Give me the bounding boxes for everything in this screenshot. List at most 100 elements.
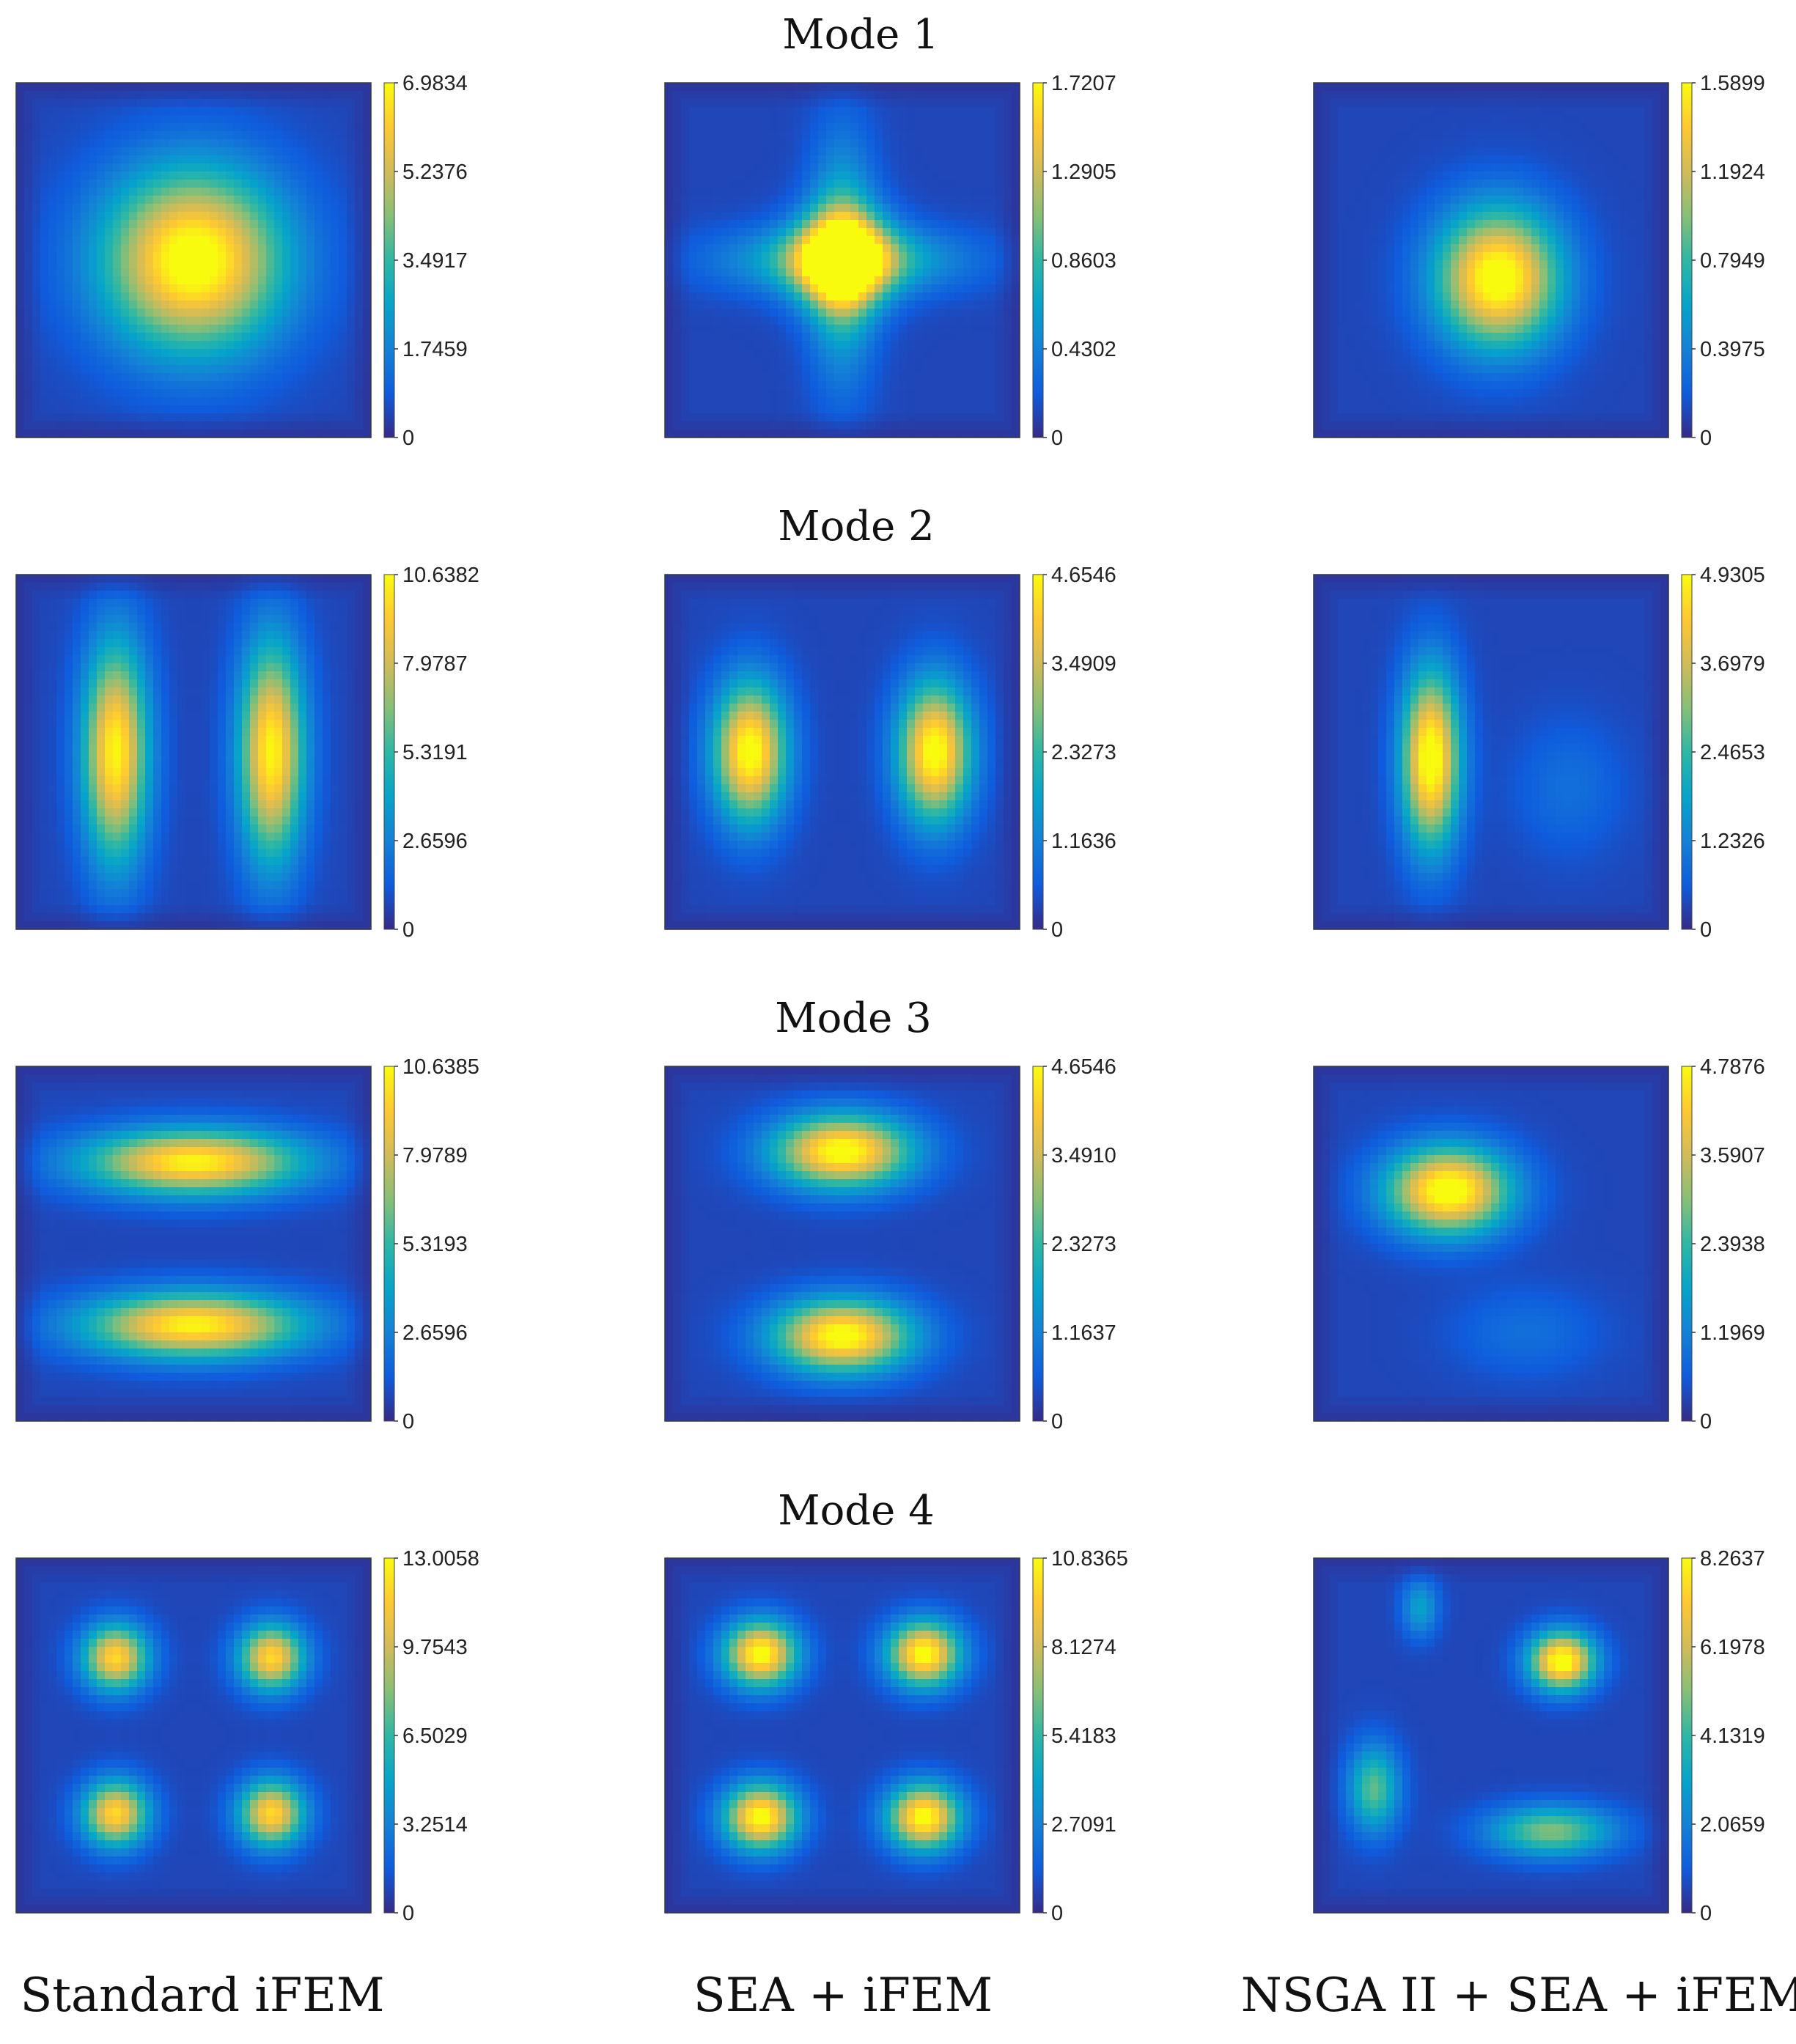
method-label-nsga-sea-ifem: NSGA II + SEA + iFEM xyxy=(1241,1969,1796,2023)
colorbar-tick-label: 5.3191 xyxy=(402,741,468,764)
heatmap-panel: 0 1.2326 2.4653 3.6979 4.9305 xyxy=(1313,564,1765,942)
colorbar-tick-label: 3.2514 xyxy=(402,1813,468,1837)
colorbar-tick-label: 6.1978 xyxy=(1700,1636,1765,1659)
mode-3-title: Mode 3 xyxy=(775,995,931,1042)
heatmap-field xyxy=(665,83,1020,438)
colorbar-tick-label: 10.8365 xyxy=(1051,1547,1128,1571)
colorbar-tick-label: 10.6382 xyxy=(402,564,479,587)
colorbar xyxy=(383,1557,395,1914)
colorbar-tick-label: 2.3938 xyxy=(1700,1233,1765,1256)
colorbar-tick-label: 0 xyxy=(1051,1902,1063,1925)
colorbar-tick-label: 0 xyxy=(1051,918,1063,942)
heatmap-frame xyxy=(1313,574,1669,930)
colorbar-tick-label: 2.0659 xyxy=(1700,1813,1765,1837)
colorbar-tick-label: 3.6979 xyxy=(1700,652,1765,676)
colorbar-tick-label: 0 xyxy=(1700,1410,1712,1434)
colorbar-tick-label: 10.6385 xyxy=(402,1055,479,1079)
heatmap-frame xyxy=(15,574,372,930)
colorbar-tick-label: 0 xyxy=(1700,918,1712,942)
colorbar-tick-label: 5.2376 xyxy=(402,161,468,184)
colorbar-tick-label: 2.6596 xyxy=(402,1321,468,1345)
colorbar xyxy=(1032,1557,1044,1914)
heatmap-frame xyxy=(15,1066,372,1422)
colorbar-tick-label: 1.7459 xyxy=(402,338,468,361)
colorbar-tick-label: 0 xyxy=(402,1410,414,1434)
heatmap-panel: 0 2.6596 5.3191 7.9787 10.6382 xyxy=(15,564,479,942)
colorbar-tick-label: 3.4917 xyxy=(402,249,468,273)
heatmap-field xyxy=(1314,1558,1669,1914)
colorbar-tick-label: 1.7207 xyxy=(1051,72,1116,95)
colorbar-tick-label: 0.4302 xyxy=(1051,338,1116,361)
heatmap-field xyxy=(1314,575,1669,930)
heatmap-field xyxy=(665,1558,1020,1914)
mode-2-title: Mode 2 xyxy=(778,503,934,550)
method-label-standard-ifem: Standard iFEM xyxy=(20,1969,384,2023)
colorbar-tick-label: 1.2326 xyxy=(1700,830,1765,853)
colorbar-tick-label: 4.6546 xyxy=(1051,564,1116,587)
colorbar-tick-label: 9.7543 xyxy=(402,1636,468,1659)
colorbar-tick-label: 0.7949 xyxy=(1700,249,1765,273)
colorbar xyxy=(1032,82,1044,438)
colorbar-tick-label: 4.7876 xyxy=(1700,1055,1765,1079)
colorbar-tick-label: 7.9789 xyxy=(402,1144,468,1167)
heatmap-field xyxy=(1314,1066,1669,1422)
colorbar-tick-label: 7.9787 xyxy=(402,652,468,676)
heatmap-panel: 0 3.2514 6.5029 9.7543 13.0058 xyxy=(15,1547,479,1925)
heatmap-field xyxy=(16,1558,372,1914)
colorbar-tick-label: 1.2905 xyxy=(1051,161,1116,184)
colorbar-tick-label: 13.0058 xyxy=(402,1547,479,1571)
colorbar-tick-label: 0 xyxy=(402,427,414,450)
heatmap-panel: 0 0.4302 0.8603 1.2905 1.7207 xyxy=(664,72,1116,450)
heatmap-frame xyxy=(664,574,1020,930)
colorbar xyxy=(383,1066,395,1422)
colorbar-tick-label: 0.8603 xyxy=(1051,249,1116,273)
heatmap-panel: 0 2.0659 4.1319 6.1978 8.2637 xyxy=(1313,1547,1765,1925)
heatmap-panel: 0 1.1636 2.3273 3.4909 4.6546 xyxy=(664,564,1116,942)
colorbar-tick-label: 0 xyxy=(1051,1410,1063,1434)
heatmap-panel: 0 0.3975 0.7949 1.1924 1.5899 xyxy=(1313,72,1765,450)
heatmap-frame xyxy=(664,1066,1020,1422)
colorbar-tick-label: 4.1319 xyxy=(1700,1724,1765,1748)
colorbar-tick-label: 6.5029 xyxy=(402,1724,468,1748)
heatmap-frame xyxy=(15,1557,372,1914)
heatmap-field xyxy=(665,575,1020,930)
colorbar-tick-label: 4.9305 xyxy=(1700,564,1765,587)
colorbar-tick-label: 8.1274 xyxy=(1051,1636,1116,1659)
heatmap-frame xyxy=(1313,82,1669,438)
colorbar-tick-label: 2.7091 xyxy=(1051,1813,1116,1837)
colorbar-tick-label: 2.3273 xyxy=(1051,741,1116,764)
colorbar-tick-label: 0.3975 xyxy=(1700,338,1765,361)
method-label-sea-ifem: SEA + iFEM xyxy=(693,1969,993,2023)
colorbar-tick-label: 1.1636 xyxy=(1051,830,1116,853)
colorbar-tick-label: 1.5899 xyxy=(1700,72,1765,95)
colorbar xyxy=(1681,574,1693,930)
heatmap-panel: 0 1.1969 2.3938 3.5907 4.7876 xyxy=(1313,1055,1765,1434)
colorbar xyxy=(1032,1066,1044,1422)
heatmap-field xyxy=(665,1066,1020,1422)
heatmap-panel: 0 1.1637 2.3273 3.4910 4.6546 xyxy=(664,1055,1116,1434)
heatmap-frame xyxy=(15,82,372,438)
colorbar-tick-label: 5.4183 xyxy=(1051,1724,1116,1748)
mode-4-title: Mode 4 xyxy=(778,1487,934,1535)
colorbar-tick-label: 1.1637 xyxy=(1051,1321,1116,1345)
colorbar-tick-label: 0 xyxy=(402,1902,414,1925)
heatmap-panel: 0 2.6596 5.3193 7.9789 10.6385 xyxy=(15,1055,479,1434)
colorbar xyxy=(1681,1557,1693,1914)
heatmap-frame xyxy=(664,82,1020,438)
colorbar-tick-label: 0 xyxy=(1051,427,1063,450)
colorbar-tick-label: 4.6546 xyxy=(1051,1055,1116,1079)
colorbar-tick-label: 0 xyxy=(402,918,414,942)
colorbar-tick-label: 0 xyxy=(1700,427,1712,450)
heatmap-field xyxy=(1314,83,1669,438)
heatmap-grid: 0 1.7459 3.4917 5.2376 6.9834 0 0.4302 0.8603 1.… xyxy=(15,72,1765,1925)
colorbar xyxy=(383,574,395,930)
colorbar xyxy=(1681,82,1693,438)
colorbar xyxy=(1032,574,1044,930)
colorbar-tick-label: 1.1969 xyxy=(1700,1321,1765,1345)
heatmap-frame xyxy=(1313,1557,1669,1914)
heatmap-field xyxy=(16,1066,372,1422)
mode-1-title: Mode 1 xyxy=(782,11,938,59)
colorbar-tick-label: 5.3193 xyxy=(402,1233,468,1256)
colorbar-tick-label: 6.9834 xyxy=(402,72,468,95)
